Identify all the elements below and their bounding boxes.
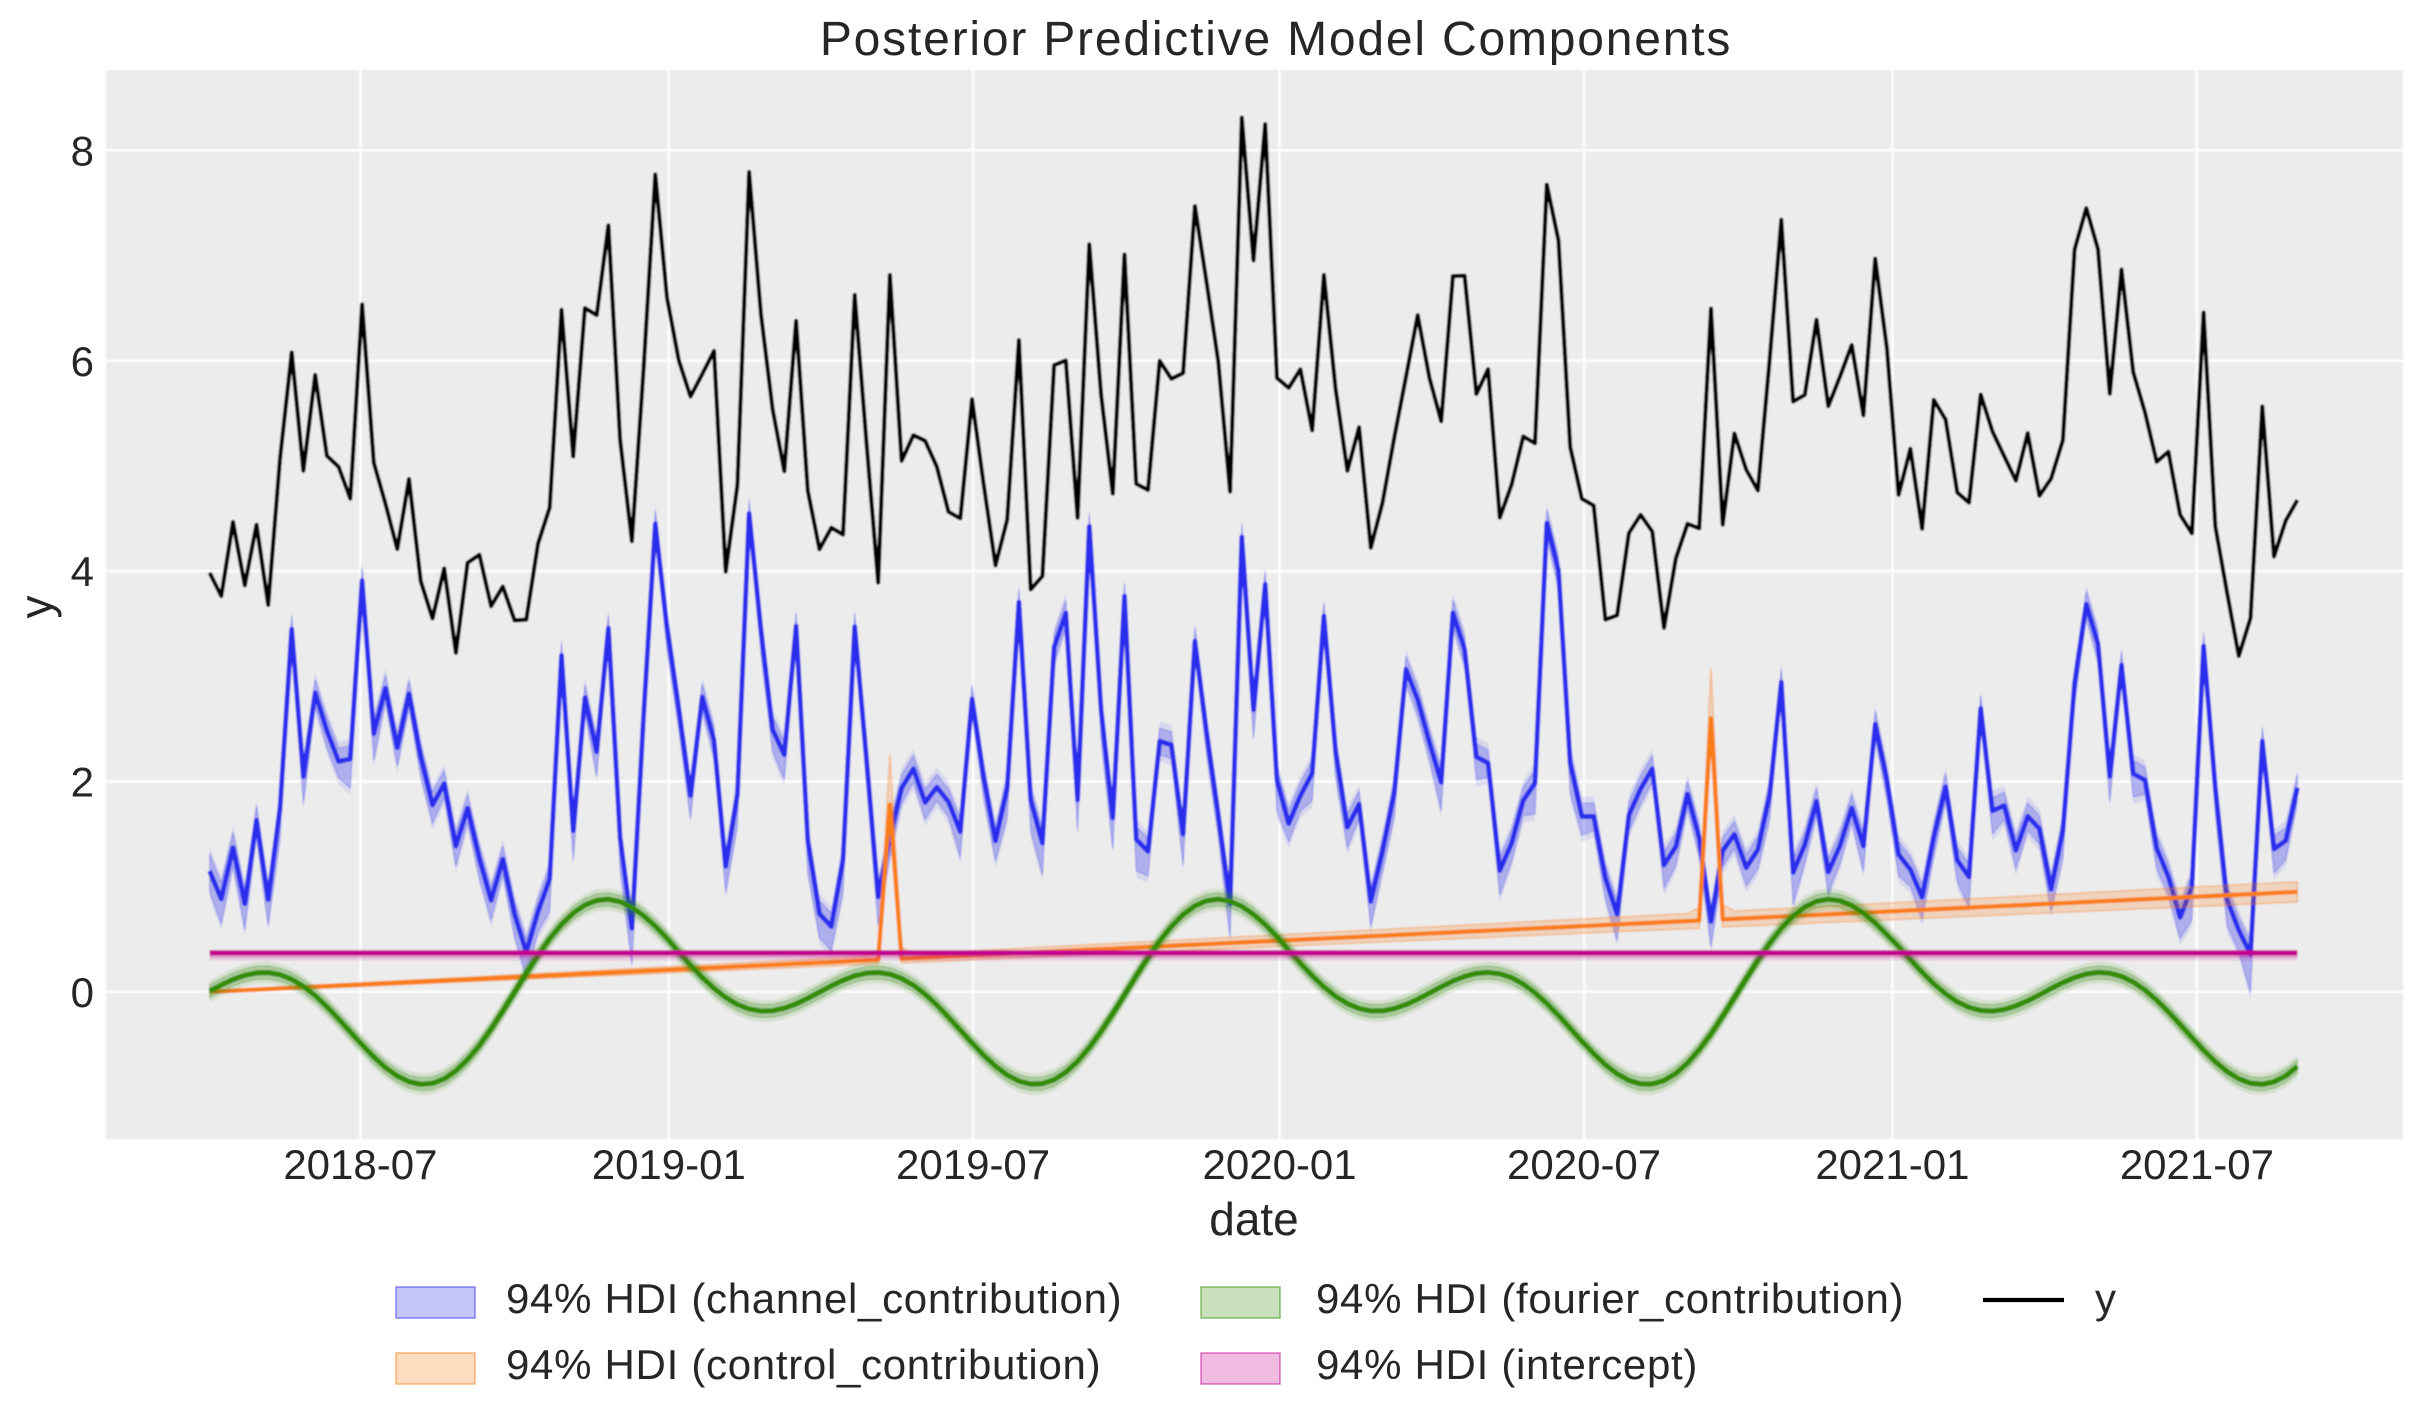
svg-text:6: 6 <box>71 338 94 385</box>
svg-text:y: y <box>2095 1275 2116 1322</box>
svg-text:2020-07: 2020-07 <box>1507 1141 1661 1188</box>
svg-text:0: 0 <box>71 969 94 1016</box>
svg-text:2020-01: 2020-01 <box>1203 1141 1357 1188</box>
svg-text:94% HDI (control_contribution): 94% HDI (control_contribution) <box>506 1341 1101 1388</box>
svg-text:y: y <box>10 596 62 619</box>
svg-text:2018-07: 2018-07 <box>283 1141 437 1188</box>
svg-text:date: date <box>1209 1193 1299 1245</box>
svg-text:94% HDI (channel_contribution): 94% HDI (channel_contribution) <box>506 1275 1122 1322</box>
svg-text:2021-07: 2021-07 <box>2120 1141 2274 1188</box>
svg-text:2019-01: 2019-01 <box>592 1141 746 1188</box>
svg-text:4: 4 <box>71 548 94 595</box>
svg-text:2: 2 <box>71 759 94 806</box>
svg-text:94% HDI (fourier_contribution): 94% HDI (fourier_contribution) <box>1316 1275 1904 1322</box>
svg-text:Posterior Predictive Model Com: Posterior Predictive Model Components <box>820 13 1732 66</box>
svg-text:2021-01: 2021-01 <box>1815 1141 1969 1188</box>
svg-text:94% HDI (intercept): 94% HDI (intercept) <box>1316 1341 1698 1388</box>
svg-text:2019-07: 2019-07 <box>896 1141 1050 1188</box>
svg-text:8: 8 <box>71 127 94 174</box>
